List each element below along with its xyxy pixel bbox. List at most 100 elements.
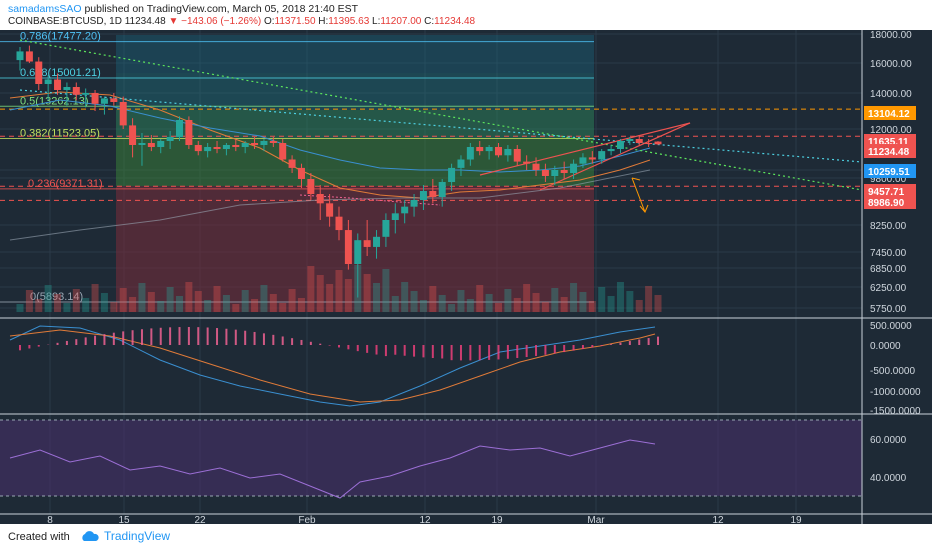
candle[interactable]	[588, 151, 596, 164]
candle[interactable]	[598, 149, 606, 164]
author-link[interactable]: samadamsSAO	[8, 3, 82, 15]
candle[interactable]	[100, 96, 108, 115]
price-tick-label: 12000.00	[870, 125, 912, 136]
macd-bar	[413, 345, 416, 357]
candle[interactable]	[204, 143, 212, 158]
candle[interactable]	[391, 203, 399, 234]
candle[interactable]	[316, 185, 324, 220]
candle[interactable]	[363, 220, 371, 256]
macd-bar	[628, 341, 631, 345]
candle[interactable]	[251, 137, 259, 149]
candles[interactable]	[16, 45, 662, 298]
candle[interactable]	[504, 145, 512, 162]
low-value: 11207.00	[380, 16, 422, 27]
candle[interactable]	[269, 137, 277, 147]
candle[interactable]	[401, 200, 409, 224]
volume-bar	[326, 284, 334, 312]
volume-bar	[279, 303, 287, 312]
volume-bar	[222, 295, 230, 312]
candle[interactable]	[513, 145, 521, 166]
down-triangle-icon: ▼	[168, 16, 179, 27]
candle[interactable]	[129, 118, 137, 158]
price-tick-label: 14000.00	[870, 89, 912, 100]
candle[interactable]	[551, 165, 559, 185]
candle[interactable]	[297, 163, 305, 188]
candle[interactable]	[485, 145, 493, 160]
candle[interactable]	[307, 173, 315, 200]
volume-bar	[241, 290, 249, 312]
chart-canvas[interactable]: 0.786(17477.20)0.618(15001.21)0.5(13262.…	[0, 30, 932, 526]
footer: Created with TradingView	[0, 524, 932, 550]
candle[interactable]	[457, 155, 465, 176]
candle[interactable]	[260, 139, 268, 152]
low-label: L:	[372, 16, 381, 27]
candle[interactable]	[213, 141, 221, 154]
candle[interactable]	[157, 139, 165, 154]
publish-line: samadamsSAO published on TradingView.com…	[8, 3, 358, 15]
candle[interactable]	[466, 143, 474, 166]
candle[interactable]	[119, 96, 127, 129]
candle[interactable]	[54, 73, 62, 95]
candle[interactable]	[72, 82, 80, 101]
candle[interactable]	[654, 141, 662, 145]
candle[interactable]	[185, 116, 193, 149]
candle[interactable]	[476, 141, 484, 156]
candle[interactable]	[616, 139, 624, 154]
macd-bar	[384, 345, 387, 357]
candle[interactable]	[194, 141, 202, 156]
candle[interactable]	[166, 131, 174, 149]
candle[interactable]	[495, 143, 502, 158]
price-tick-label: 16000.00	[870, 59, 912, 70]
candle[interactable]	[176, 116, 183, 141]
macd-bar	[366, 345, 369, 353]
candle[interactable]	[147, 135, 155, 152]
volume-bar	[232, 304, 240, 312]
chart-area[interactable]: 0.786(17477.20) 0.618(15001.21) 0.5(13262.…	[0, 30, 932, 526]
candle[interactable]	[448, 163, 456, 191]
svg-text:10259.51: 10259.51	[868, 167, 910, 178]
candle[interactable]	[373, 230, 381, 259]
cloud-icon	[82, 531, 99, 541]
candle[interactable]	[626, 137, 634, 145]
candle[interactable]	[25, 45, 33, 63]
candle[interactable]	[138, 133, 146, 166]
candle[interactable]	[419, 185, 427, 210]
macd-bar	[328, 345, 331, 346]
candle[interactable]	[82, 88, 90, 108]
candle[interactable]	[532, 157, 540, 176]
candle[interactable]	[91, 90, 99, 111]
candle[interactable]	[635, 135, 643, 145]
volume-bar	[513, 298, 521, 312]
candle[interactable]	[560, 161, 568, 179]
candle[interactable]	[429, 179, 437, 204]
candle[interactable]	[288, 155, 296, 173]
candle[interactable]	[44, 75, 52, 101]
candle[interactable]	[16, 47, 24, 71]
candle[interactable]	[382, 213, 390, 247]
candle[interactable]	[354, 233, 362, 298]
candle[interactable]	[438, 179, 446, 207]
candle[interactable]	[570, 159, 578, 180]
candle[interactable]	[541, 163, 549, 182]
fib-level-label: 0.618(15001.21)	[20, 67, 101, 79]
candle[interactable]	[232, 139, 240, 152]
candle[interactable]	[645, 139, 653, 147]
price-tag: 10259.51	[864, 164, 916, 178]
candle[interactable]	[279, 139, 287, 162]
candle[interactable]	[35, 57, 43, 90]
svg-text:11635.11: 11635.11	[868, 137, 909, 148]
volume-bar	[260, 285, 268, 312]
candle[interactable]	[410, 194, 418, 217]
tradingview-link[interactable]: TradingView	[80, 529, 170, 543]
candle[interactable]	[335, 206, 343, 241]
candle[interactable]	[579, 153, 587, 168]
candle[interactable]	[607, 145, 615, 156]
candle[interactable]	[222, 143, 230, 156]
candle[interactable]	[523, 155, 531, 170]
candle[interactable]	[63, 82, 71, 106]
candle[interactable]	[344, 220, 352, 270]
candle[interactable]	[326, 194, 334, 227]
volume-bar	[204, 300, 212, 312]
candle[interactable]	[241, 141, 249, 154]
candle[interactable]	[110, 93, 118, 106]
